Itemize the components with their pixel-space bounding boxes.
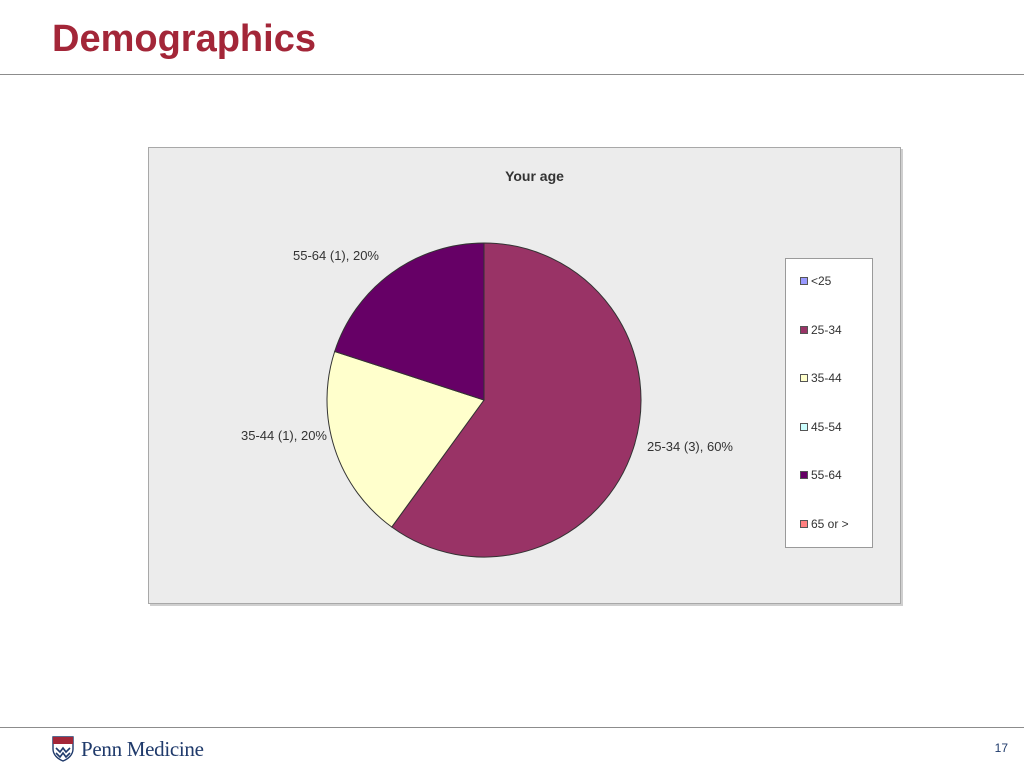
legend-item: 65 or > bbox=[800, 516, 849, 532]
legend-item: 25-34 bbox=[800, 322, 842, 338]
legend-swatch bbox=[800, 422, 808, 431]
legend-label: 45-54 bbox=[811, 419, 842, 434]
pie-slice-55-64 bbox=[334, 242, 485, 401]
legend-item: 45-54 bbox=[800, 419, 842, 435]
pie-data-label: 55-64 (1), 20% bbox=[293, 248, 379, 263]
legend-swatch bbox=[800, 519, 808, 528]
title-divider bbox=[0, 74, 1024, 75]
footer-divider bbox=[0, 727, 1024, 728]
chart-frame: Your age 25-34 (3), 60% 35-44 (1), 20% 55-… bbox=[148, 147, 901, 604]
chart-title: Your age bbox=[505, 168, 564, 184]
legend-label: 55-64 bbox=[811, 468, 842, 482]
legend-label: 65 or > bbox=[811, 516, 849, 531]
legend-swatch bbox=[800, 325, 808, 334]
chart-legend: <25 25-34 35-44 45-54 55-64 65 or > bbox=[785, 258, 873, 548]
legend-label: <25 bbox=[811, 274, 832, 288]
footer-logo: Penn Medicine bbox=[52, 734, 204, 764]
legend-swatch bbox=[800, 277, 808, 285]
legend-item: 55-64 bbox=[800, 467, 842, 483]
legend-label: 35-44 bbox=[811, 371, 842, 385]
pie-chart: 25-34 (3), 60% 35-44 (1), 20% 55-64 (1), 2… bbox=[241, 242, 733, 558]
pie-slice-35-44 bbox=[326, 350, 485, 528]
penn-shield-icon bbox=[52, 736, 74, 762]
legend-label: 25-34 bbox=[811, 322, 842, 337]
legend-item: 35-44 bbox=[800, 370, 842, 386]
legend-swatch bbox=[800, 471, 808, 479]
page-number: 17 bbox=[994, 741, 1008, 755]
slide-title: Demographics bbox=[52, 18, 316, 60]
pie-data-label: 35-44 (1), 20% bbox=[241, 428, 327, 443]
pie-data-label: 25-34 (3), 60% bbox=[647, 439, 733, 454]
legend-swatch bbox=[800, 374, 808, 382]
logo-text: Penn Medicine bbox=[81, 736, 204, 761]
pie-slice-25-34 bbox=[391, 242, 642, 558]
legend-item: <25 bbox=[800, 273, 831, 289]
